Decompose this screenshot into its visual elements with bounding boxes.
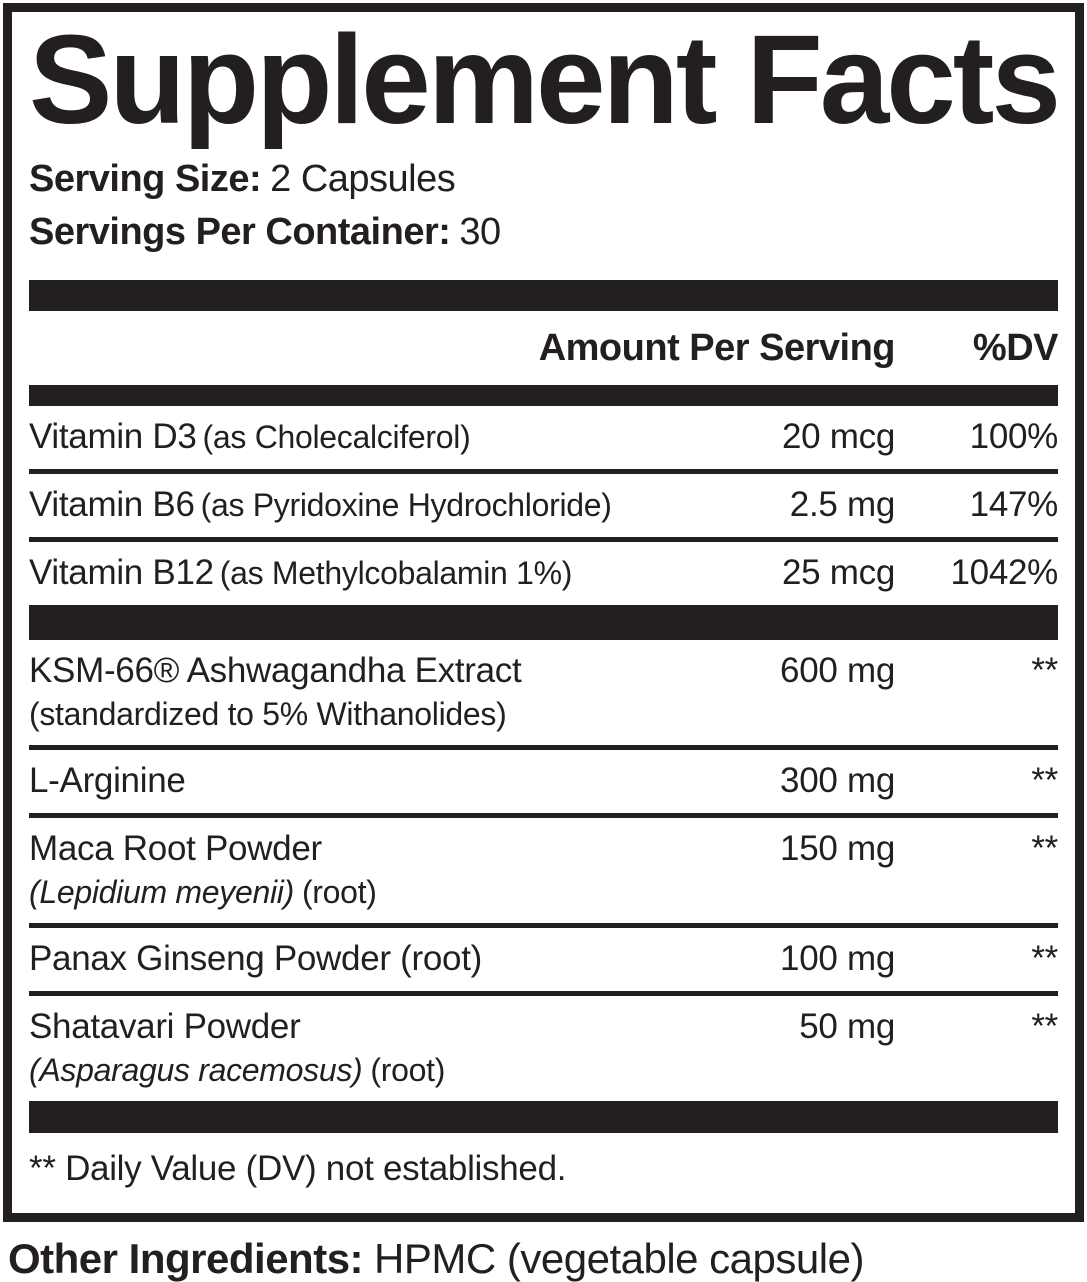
amount-value: 300 mg <box>780 761 895 801</box>
ingredient-subline: (Asparagus racemosus) (root) <box>29 1049 715 1091</box>
thick-divider-header <box>29 385 1058 407</box>
ingredient-row-maca-root: Maca Root Powder (Lepidium meyenii) (root… <box>29 818 1058 929</box>
ingredient-name-cell: Vitamin D3 (as Cholecalciferol) <box>29 415 725 459</box>
other-ingredients-value: HPMC (vegetable capsule) <box>374 1235 864 1282</box>
amount-value: 600 mg <box>780 651 895 691</box>
servings-per-container-label: Servings Per Container: <box>29 211 451 254</box>
dv-value: 147% <box>969 485 1059 525</box>
dv-value: 100% <box>969 417 1059 457</box>
ingredient-row-vitamin-b12: Vitamin B12 (as Methylcobalamin 1%) 25 mc… <box>29 542 1058 605</box>
dv-value: ** <box>1031 761 1058 801</box>
panel-title: Supplement Facts <box>29 9 1061 150</box>
thick-divider-middle <box>29 605 1058 641</box>
ingredient-name: Vitamin B6 <box>29 485 195 525</box>
ingredient-name-cell: Vitamin B12 (as Methylcobalamin 1%) <box>29 551 725 595</box>
supplement-facts-panel: Supplement Facts Serving Size: 2 Capsules… <box>3 3 1084 1222</box>
dv-value: ** <box>1031 829 1058 869</box>
ingredient-name-cell: Shatavari Powder (Asparagus racemosus) (r… <box>29 1005 725 1091</box>
ingredient-name: Vitamin B12 <box>29 553 214 593</box>
ingredient-name: KSM-66® Ashwagandha Extract <box>29 651 522 691</box>
ingredient-row-vitamin-d3: Vitamin D3 (as Cholecalciferol) 20 mcg 10… <box>29 406 1059 475</box>
ingredient-latin-name: (Lepidium meyenii) <box>29 874 294 911</box>
dv-header: %DV <box>972 326 1059 369</box>
ingredient-name: Maca Root Powder <box>29 829 322 869</box>
servings-per-container-value: 30 <box>459 211 501 254</box>
ingredient-name: Shatavari Powder <box>29 1007 301 1047</box>
ingredient-row-panax-ginseng: Panax Ginseng Powder (root) 100 mg ** <box>29 928 1058 997</box>
ingredient-name-cell: L-Arginine <box>29 759 725 803</box>
amount-value: 2.5 mg <box>789 485 896 525</box>
other-ingredients-label: Other Ingredients: <box>8 1235 364 1282</box>
serving-size-value: 2 Capsules <box>270 158 456 201</box>
ingredient-name-detail: (as Cholecalciferol) <box>202 419 471 456</box>
ingredient-subline: (Lepidium meyenii) (root) <box>29 871 715 913</box>
ingredient-name-detail: (as Methylcobalamin 1%) <box>219 555 573 592</box>
ingredient-plant-part: (root) <box>301 874 377 911</box>
table-header-row: Amount Per Serving %DV <box>29 311 1059 385</box>
ingredient-name-cell: Maca Root Powder (Lepidium meyenii) (root… <box>29 827 725 913</box>
thick-divider-top <box>29 280 1058 312</box>
ingredient-name-cell: KSM-66® Ashwagandha Extract (standardize… <box>29 649 725 735</box>
dv-value: ** <box>1031 939 1058 979</box>
thick-divider-bottom <box>29 1101 1058 1134</box>
serving-size-line: Serving Size: 2 Capsules <box>29 157 1058 201</box>
ingredient-subline: (standardized to 5% Withanolides) <box>29 696 507 733</box>
amount-value: 25 mcg <box>782 553 895 593</box>
ingredient-row-l-arginine: L-Arginine 300 mg ** <box>29 750 1058 819</box>
ingredient-row-ashwagandha: KSM-66® Ashwagandha Extract (standardize… <box>29 640 1058 751</box>
dv-value: ** <box>1031 1007 1058 1047</box>
amount-value: 100 mg <box>780 939 895 979</box>
servings-per-container-line: Servings Per Container: 30 <box>29 210 1058 254</box>
ingredient-name-cell: Vitamin B6 (as Pyridoxine Hydrochloride) <box>29 483 725 527</box>
other-ingredients-line: Other Ingredients: HPMC (vegetable capsul… <box>8 1235 1087 1282</box>
amount-value: 50 mg <box>799 1007 895 1047</box>
ingredient-latin-name: (Asparagus racemosus) <box>29 1052 363 1089</box>
panel-title-wrap: Supplement Facts <box>29 9 1061 150</box>
ingredient-name-detail: (as Pyridoxine Hydrochloride) <box>200 487 612 524</box>
amount-value: 150 mg <box>780 829 895 869</box>
amount-value: 20 mcg <box>782 417 895 457</box>
ingredient-name-cell: Panax Ginseng Powder (root) <box>29 937 725 981</box>
dv-footnote: ** Daily Value (DV) not established. <box>29 1149 567 1189</box>
ingredient-name: L-Arginine <box>29 761 186 801</box>
ingredient-plant-part: (root) <box>370 1052 446 1089</box>
dv-value: 1042% <box>950 553 1059 593</box>
dv-value: ** <box>1031 651 1058 691</box>
ingredient-row-vitamin-b6: Vitamin B6 (as Pyridoxine Hydrochloride) … <box>29 474 1059 543</box>
ingredient-name: Panax Ginseng Powder (root) <box>29 939 482 979</box>
serving-size-label: Serving Size: <box>29 158 262 201</box>
amount-per-serving-header: Amount Per Serving <box>538 326 896 369</box>
ingredient-row-shatavari: Shatavari Powder (Asparagus racemosus) (r… <box>29 996 1058 1101</box>
ingredient-name: Vitamin D3 <box>29 417 197 457</box>
